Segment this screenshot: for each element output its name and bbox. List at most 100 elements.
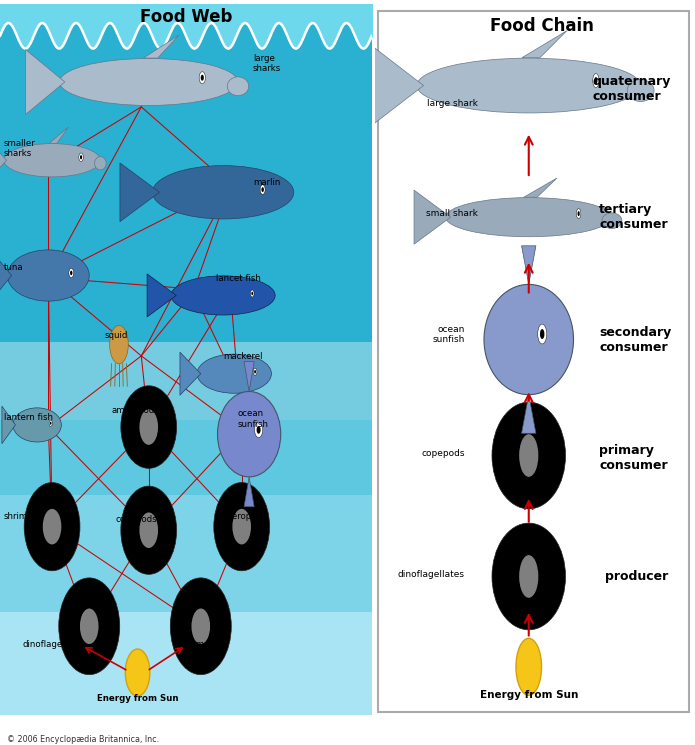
Polygon shape xyxy=(521,395,536,434)
Circle shape xyxy=(69,268,74,278)
Circle shape xyxy=(49,420,52,426)
Polygon shape xyxy=(143,35,179,58)
Ellipse shape xyxy=(13,408,61,442)
Circle shape xyxy=(576,209,581,218)
Polygon shape xyxy=(244,361,254,391)
Text: producer: producer xyxy=(605,570,669,583)
Ellipse shape xyxy=(445,197,612,237)
Text: © 2006 Encyclopædia Britannica, Inc.: © 2006 Encyclopædia Britannica, Inc. xyxy=(7,735,159,744)
Circle shape xyxy=(254,422,263,437)
Circle shape xyxy=(79,153,83,162)
Text: small shark: small shark xyxy=(426,209,477,218)
Circle shape xyxy=(253,368,257,375)
Text: copepods: copepods xyxy=(115,515,157,524)
Ellipse shape xyxy=(121,386,177,469)
Bar xyxy=(0,487,372,615)
Text: pteropods: pteropods xyxy=(223,513,267,522)
Circle shape xyxy=(80,609,99,644)
Text: marlin: marlin xyxy=(253,178,280,187)
Circle shape xyxy=(199,72,206,83)
Text: large shark: large shark xyxy=(427,99,477,108)
Circle shape xyxy=(261,187,264,192)
Polygon shape xyxy=(0,247,12,304)
Text: dinoflagellates: dinoflagellates xyxy=(22,641,85,650)
Circle shape xyxy=(192,609,210,644)
Text: Energy from Sun: Energy from Sun xyxy=(97,694,179,703)
Ellipse shape xyxy=(492,402,566,509)
Text: amphipods: amphipods xyxy=(112,406,159,415)
Ellipse shape xyxy=(492,523,566,630)
Circle shape xyxy=(519,434,539,477)
Ellipse shape xyxy=(152,165,294,219)
Circle shape xyxy=(260,185,265,194)
Circle shape xyxy=(594,77,598,84)
Circle shape xyxy=(140,513,158,548)
Circle shape xyxy=(125,649,150,696)
Polygon shape xyxy=(147,274,177,317)
Text: Food Chain: Food Chain xyxy=(489,17,594,36)
FancyBboxPatch shape xyxy=(379,11,689,711)
Polygon shape xyxy=(26,50,65,115)
Circle shape xyxy=(43,509,61,545)
Circle shape xyxy=(252,292,253,295)
Ellipse shape xyxy=(484,285,573,395)
Polygon shape xyxy=(375,48,423,124)
Circle shape xyxy=(80,155,82,159)
Ellipse shape xyxy=(3,144,100,177)
Circle shape xyxy=(519,555,539,597)
Polygon shape xyxy=(2,406,15,444)
Circle shape xyxy=(140,409,158,445)
Text: squid: squid xyxy=(104,331,127,340)
Ellipse shape xyxy=(59,578,120,675)
Text: diatoms: diatoms xyxy=(174,641,209,650)
Text: lantern fish: lantern fish xyxy=(3,413,53,422)
Text: Food Web: Food Web xyxy=(140,7,232,25)
Circle shape xyxy=(232,509,251,545)
Ellipse shape xyxy=(95,156,106,170)
Circle shape xyxy=(256,426,261,434)
Polygon shape xyxy=(180,352,201,395)
Text: large
sharks: large sharks xyxy=(253,54,281,73)
Text: dinoflagellates: dinoflagellates xyxy=(398,570,465,579)
Ellipse shape xyxy=(197,354,272,393)
Circle shape xyxy=(250,290,254,297)
Ellipse shape xyxy=(627,80,654,101)
Ellipse shape xyxy=(218,391,281,477)
Circle shape xyxy=(516,638,541,695)
Ellipse shape xyxy=(8,250,89,301)
Text: lancet fish: lancet fish xyxy=(215,274,261,283)
Polygon shape xyxy=(0,137,7,183)
Text: shrimp: shrimp xyxy=(3,513,33,522)
Bar xyxy=(0,612,372,715)
Polygon shape xyxy=(521,246,536,285)
Circle shape xyxy=(538,324,547,344)
Bar xyxy=(0,413,372,495)
Text: quaternary
consumer: quaternary consumer xyxy=(593,75,671,103)
Polygon shape xyxy=(244,477,254,507)
Text: tuna: tuna xyxy=(3,264,24,273)
Ellipse shape xyxy=(121,486,177,574)
Polygon shape xyxy=(414,190,450,244)
Polygon shape xyxy=(522,31,567,57)
Ellipse shape xyxy=(24,483,80,571)
Polygon shape xyxy=(120,163,160,221)
Polygon shape xyxy=(49,127,69,143)
Text: primary
consumer: primary consumer xyxy=(599,443,668,472)
Bar xyxy=(0,342,372,420)
Text: Energy from Sun: Energy from Sun xyxy=(480,691,578,700)
Text: mackerel: mackerel xyxy=(223,352,263,361)
Ellipse shape xyxy=(110,326,129,364)
Circle shape xyxy=(578,211,580,216)
Ellipse shape xyxy=(417,58,641,113)
Text: ocean
sunfish: ocean sunfish xyxy=(238,409,269,428)
Circle shape xyxy=(540,329,544,339)
Ellipse shape xyxy=(214,483,270,571)
Ellipse shape xyxy=(602,213,622,229)
Text: tertiary
consumer: tertiary consumer xyxy=(599,203,668,231)
Text: smaller
sharks: smaller sharks xyxy=(3,139,35,158)
Text: copepods: copepods xyxy=(421,449,465,458)
Polygon shape xyxy=(524,178,557,197)
Ellipse shape xyxy=(60,59,238,106)
Ellipse shape xyxy=(227,77,249,95)
Circle shape xyxy=(50,422,51,425)
